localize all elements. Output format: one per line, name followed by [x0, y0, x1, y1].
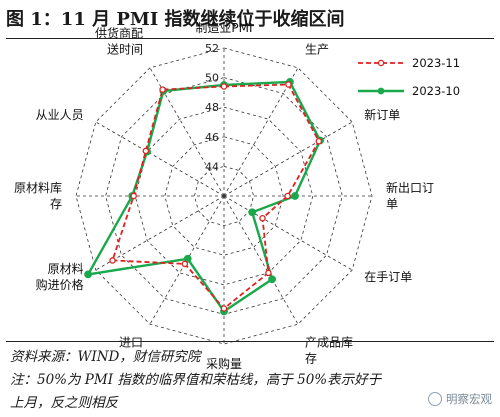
series-point-2023-10 [183, 254, 192, 263]
tick-label: 46 [205, 131, 219, 144]
series-point-2023-10 [84, 270, 92, 279]
axis-label: 制造业PMI [195, 21, 252, 35]
series-point-2023-11 [220, 83, 228, 90]
grid-ring-44 [193, 165, 255, 227]
grid-ring-46 [164, 136, 284, 256]
grid-spoke [223, 67, 299, 197]
grid-spoke [223, 121, 353, 197]
axis-label: 从业人员 [36, 108, 84, 122]
series-point-2023-11 [109, 257, 116, 264]
tick-label: 50 [205, 72, 219, 85]
axis-label: 采购量 [206, 356, 242, 371]
footer-divider [6, 341, 494, 342]
axis-label: 产成品库存 [305, 334, 353, 365]
grid-spoke [95, 121, 225, 197]
radar-tick-labels: 44 46 48 50 52 [205, 42, 219, 173]
series-point-2023-11 [142, 147, 150, 155]
axis-label: 生产 [305, 43, 329, 57]
tick-label: 52 [205, 42, 219, 55]
series-point-2023-11 [220, 305, 228, 312]
source-note: 资料来源：WIND，财信研究院 [10, 349, 201, 365]
axis-label: 在手订单 [364, 270, 412, 284]
grid-spoke [149, 67, 225, 197]
tick-label: 48 [205, 101, 219, 114]
watermark: 明察宏观 [428, 391, 492, 407]
legend-label: 2023-11 [412, 56, 460, 70]
footnote-line-1: 注：50%为 PMI 指数的临界值和荣枯线，高于 50%表示好于 [10, 372, 382, 388]
grid-spoke [95, 195, 225, 271]
legend-label: 2023-10 [412, 84, 460, 98]
series-point-2023-10 [268, 275, 277, 284]
grid-ring-48 [134, 106, 314, 286]
axis-label: 进口 [119, 335, 143, 349]
radar-series [84, 78, 325, 316]
watermark-logo-icon [428, 392, 442, 406]
page-title: 图 1：11 月 PMI 指数继续位于收缩区间 [6, 9, 345, 30]
axis-label: 供货商配送时间 [95, 26, 143, 57]
title-divider [6, 38, 494, 39]
axis-label: 新出口订单 [386, 180, 434, 211]
grid-spoke [223, 195, 353, 271]
legend-marker-2023-10 [377, 87, 385, 95]
series-point-2023-10 [291, 192, 299, 200]
legend-marker-2023-11 [377, 59, 385, 67]
series-point-2023-11 [284, 192, 291, 200]
footnote-line-2: 上月，反之则相反 [10, 395, 118, 411]
chart-legend: 2023-11 2023-10 [358, 56, 460, 98]
series-point-2023-11 [265, 269, 272, 277]
series-point-2023-11 [181, 260, 189, 268]
series-point-2023-11 [259, 214, 266, 222]
radar-grid [75, 47, 373, 345]
axis-label: 原材料库存 [14, 180, 62, 211]
series-point-2023-10 [248, 208, 257, 217]
watermark-text: 明察宏观 [446, 392, 492, 406]
axis-label: 原材料购进价格 [36, 262, 84, 292]
series-point-2023-11 [130, 192, 137, 200]
tick-label: 44 [205, 160, 219, 173]
grid-spoke [223, 195, 299, 325]
axis-label: 新订单 [364, 107, 400, 122]
series-point-2023-11 [159, 86, 166, 93]
series-point-2023-11 [285, 81, 292, 88]
series-point-2023-11 [315, 137, 323, 145]
